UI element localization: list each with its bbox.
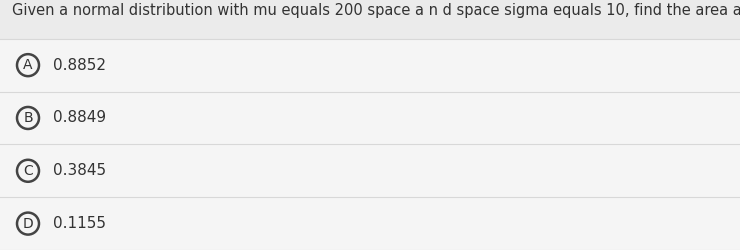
Text: C: C <box>23 164 33 178</box>
Text: 0.1155: 0.1155 <box>53 216 106 231</box>
Text: 0.8852: 0.8852 <box>53 58 106 73</box>
Bar <box>0 144 740 197</box>
Text: D: D <box>23 216 33 230</box>
Text: 0.3845: 0.3845 <box>53 163 106 178</box>
Bar <box>0 197 740 250</box>
Text: B: B <box>23 111 33 125</box>
Bar <box>0 92 740 144</box>
Text: Given a normal distribution with mu equals 200 space a n d space sigma equals 10: Given a normal distribution with mu equa… <box>12 3 740 18</box>
Text: 0.8849: 0.8849 <box>53 110 106 126</box>
Bar <box>0 39 740 92</box>
Text: A: A <box>23 58 33 72</box>
